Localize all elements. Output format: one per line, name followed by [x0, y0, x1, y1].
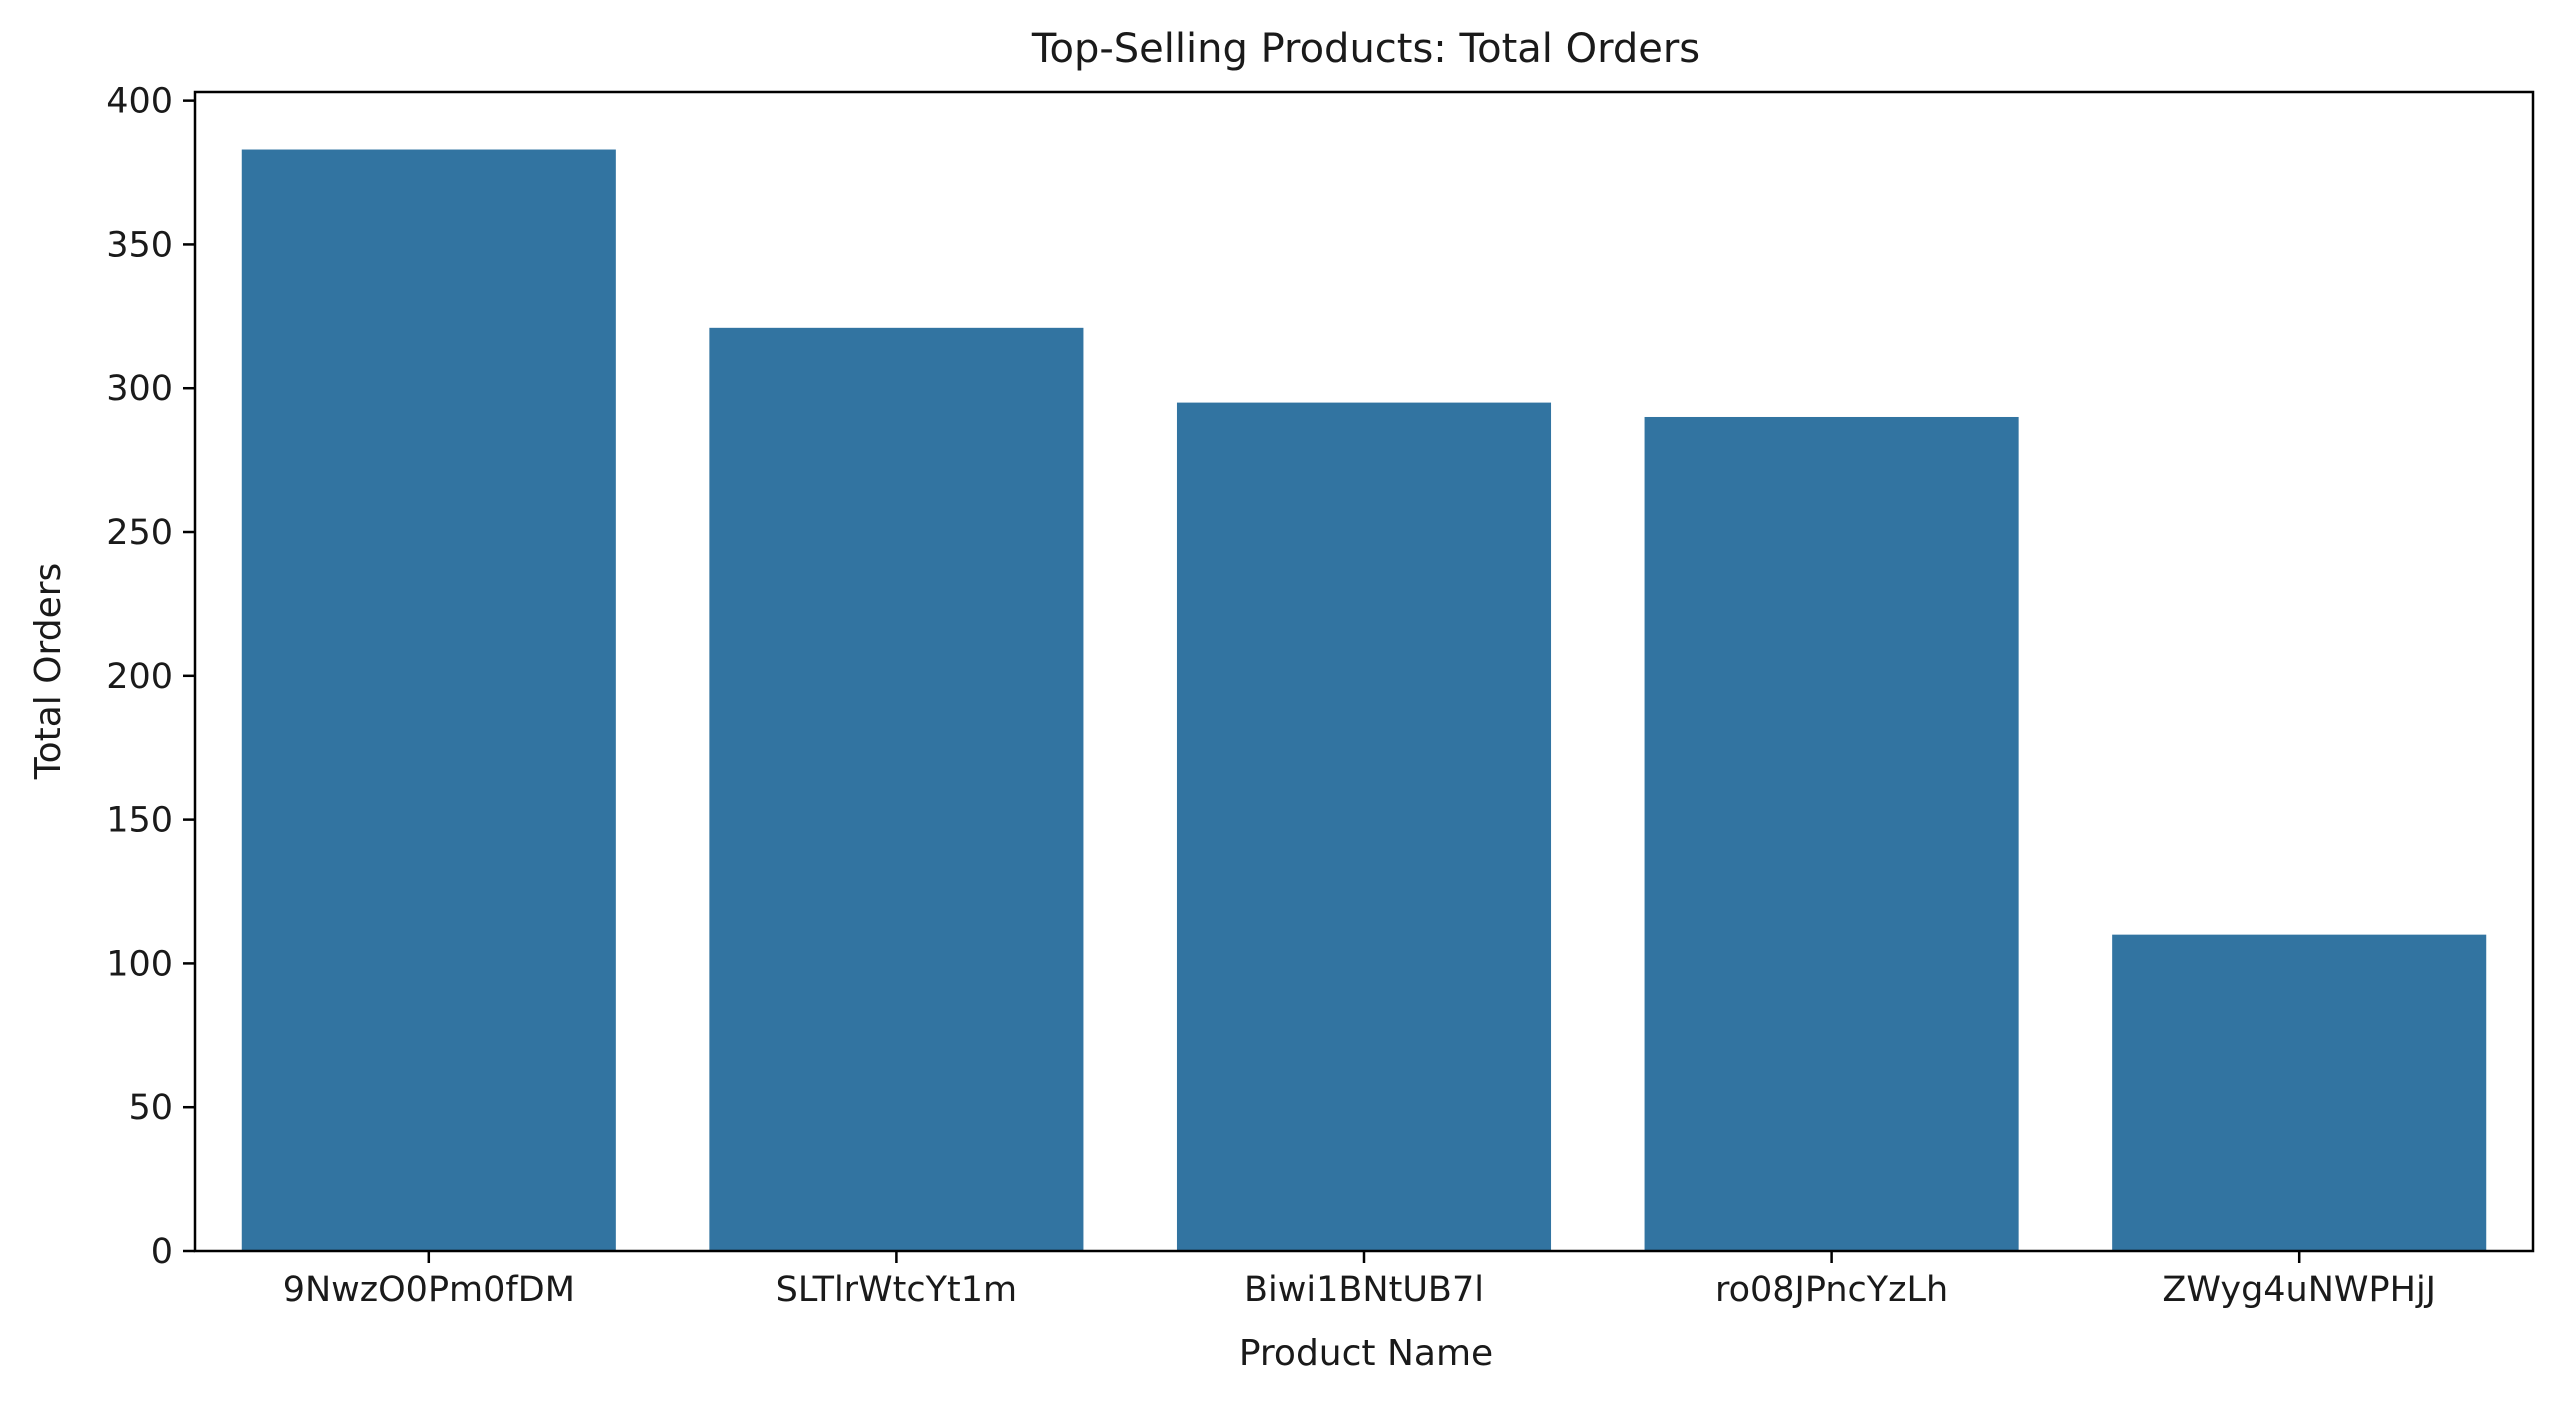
x-tick-label: ZWyg4uNWPHjJ	[2162, 1270, 2436, 1310]
x-tick-label: ro08JPncYzLh	[1715, 1270, 1948, 1310]
y-axis-label: Total Orders	[28, 563, 69, 781]
bar-ro08JPncYzLh	[1644, 416, 2019, 1251]
bar-SLTlrWtcYt1m	[709, 327, 1084, 1251]
chart-title: Top-Selling Products: Total Orders	[1031, 26, 1700, 72]
bar-ZWyg4uNWPHjJ	[2112, 934, 2487, 1251]
plot-frame	[193, 90, 2535, 1253]
y-tick-label: 300	[106, 369, 173, 409]
y-tick-label: 200	[106, 657, 173, 697]
y-tick-label: 100	[106, 944, 173, 984]
y-tick-label: 400	[106, 82, 173, 122]
y-tick-label: 150	[106, 801, 173, 841]
y-tick-label: 0	[151, 1232, 173, 1272]
y-axis-ticks: 0 50 100 150 200 250 300 350 400	[106, 82, 195, 1272]
x-tick-label: SLTlrWtcYt1m	[776, 1270, 1017, 1310]
x-axis-ticks: 9NwzO0Pm0fDM SLTlrWtcYt1m Biwi1BNtUB7l ro08…	[283, 1251, 2436, 1310]
x-tick-label: Biwi1BNtUB7l	[1244, 1270, 1484, 1310]
y-tick-label: 250	[106, 513, 173, 553]
x-axis-label: Product Name	[1239, 1333, 1493, 1374]
bar-group	[241, 149, 2487, 1252]
bar-9NwzO0Pm0fDM	[241, 149, 616, 1252]
bar-Biwi1BNtUB7l	[1176, 402, 1552, 1252]
y-tick-label: 50	[128, 1088, 173, 1128]
x-tick-label: 9NwzO0Pm0fDM	[283, 1270, 575, 1310]
y-tick-label: 350	[106, 225, 173, 265]
